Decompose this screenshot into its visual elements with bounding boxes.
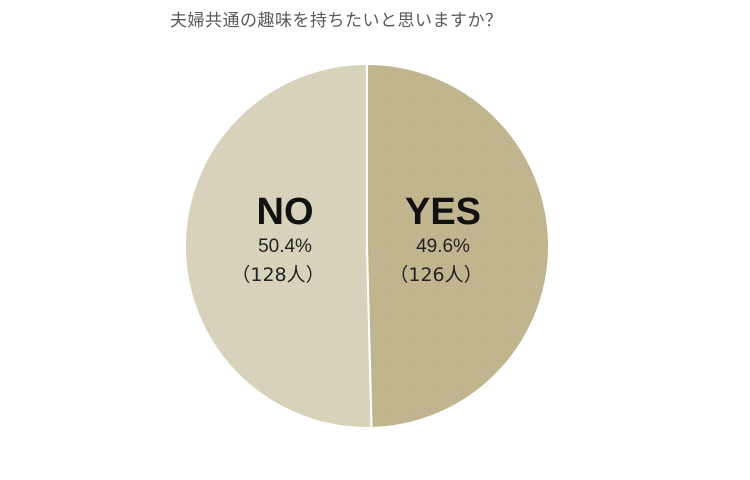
slice-count-yes: （126人） xyxy=(389,264,482,286)
slice-label-yes: YES 49.6% （126人） xyxy=(389,191,482,286)
slice-percent-yes: 49.6% xyxy=(416,236,470,257)
slice-name-yes: YES xyxy=(405,191,481,233)
slice-name-no: NO xyxy=(257,191,314,233)
pie-slice-no xyxy=(184,62,373,429)
chart-title: 夫婦共通の趣味を持ちたいと思いますか？ xyxy=(170,11,503,31)
pie-slice-yes xyxy=(366,62,550,429)
slice-count-no: （128人） xyxy=(231,264,324,286)
pie-slices xyxy=(184,62,550,429)
slice-percent-no: 50.4% xyxy=(258,236,312,257)
slice-label-no: NO 50.4% （128人） xyxy=(231,191,324,286)
